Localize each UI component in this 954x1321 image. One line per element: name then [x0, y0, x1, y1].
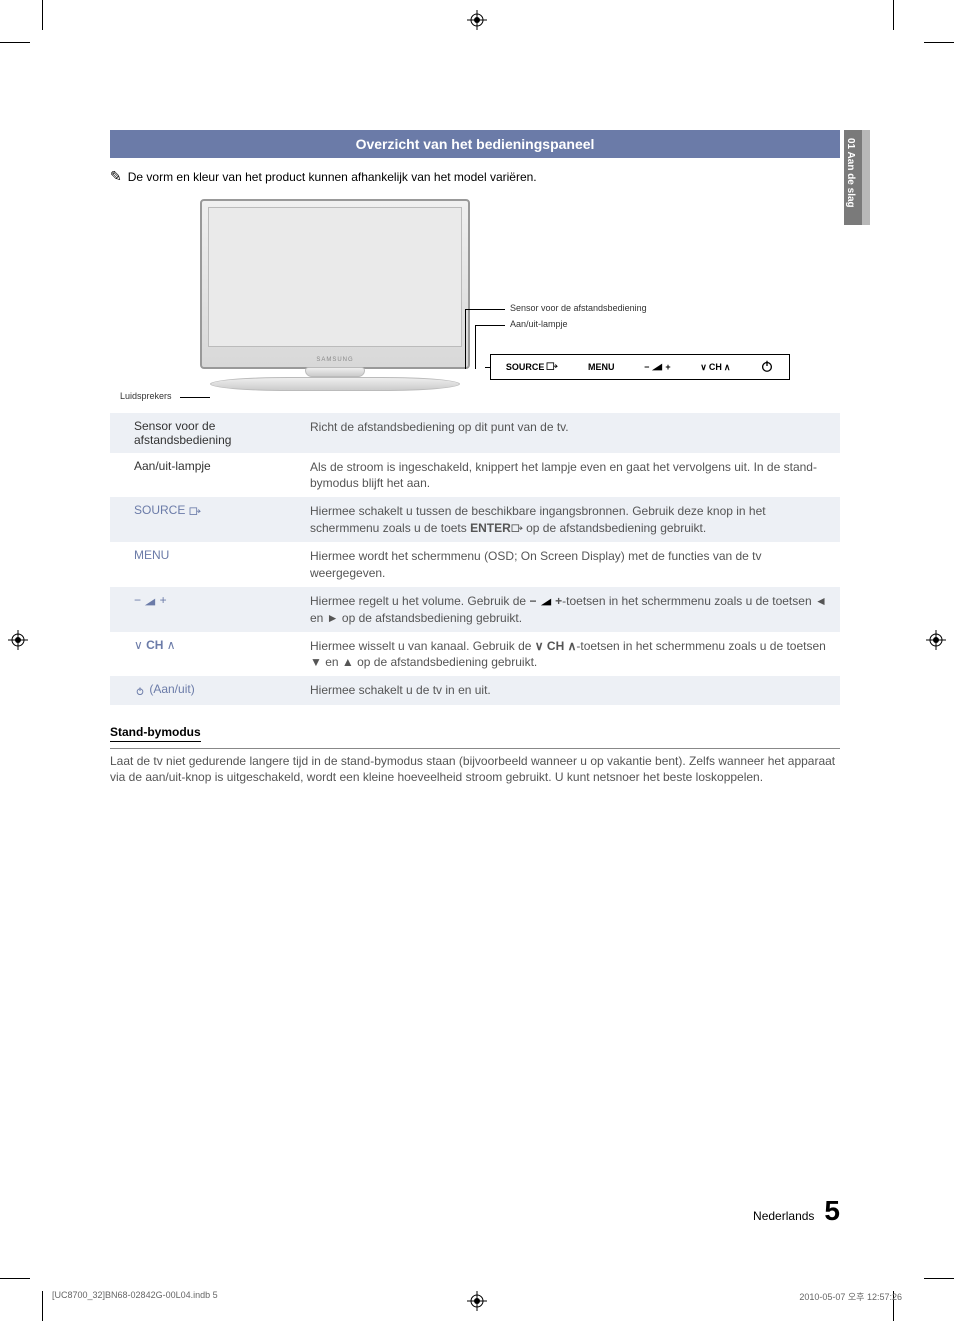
row-desc: Richt de afstandsbediening op dit punt v…: [310, 413, 840, 453]
crop-mark: [0, 1278, 30, 1279]
note-icon: ✎: [110, 168, 122, 185]
row-desc: Hiermee schakelt u tussen de beschikbare…: [310, 497, 840, 542]
panel-menu: MENU: [588, 362, 615, 372]
row-label: Aan/uit-lampje: [110, 453, 310, 497]
row-label: Sensor voor de afstandsbediening: [110, 413, 310, 453]
table-row: − + Hiermee regelt u het volume. Gebruik…: [110, 587, 840, 632]
volume-ramp-icon: [540, 594, 552, 610]
row-desc: Hiermee regelt u het volume. Gebruik de …: [310, 587, 840, 632]
row-label: MENU: [110, 542, 310, 586]
leader-line: [475, 325, 505, 326]
tv-stand: [190, 367, 480, 395]
page-number: 5: [824, 1195, 840, 1227]
section-header-title: Overzicht van het bedieningspaneel: [356, 136, 595, 152]
registration-mark-icon: [926, 630, 946, 650]
crop-mark: [0, 42, 30, 43]
table-row: MENU Hiermee wordt het schermmenu (OSD; …: [110, 542, 840, 586]
page-footer: Nederlands 5: [110, 1195, 840, 1227]
tv-screen: [208, 207, 462, 347]
panel-source: SOURCE: [506, 362, 559, 373]
crop-mark: [893, 0, 894, 30]
row-label: (Aan/uit): [110, 676, 310, 704]
row-label: − +: [110, 587, 310, 632]
diagram-sensor-label: Sensor voor de afstandsbediening: [510, 303, 647, 313]
diagram-speaker-label: Luidsprekers: [120, 391, 172, 401]
panel-volume: − +: [644, 362, 671, 373]
table-row: SOURCE Hiermee schakelt u tussen de besc…: [110, 497, 840, 542]
standby-heading: Stand-bymodus: [110, 725, 201, 742]
volume-ramp-icon: [144, 594, 156, 608]
enter-icon: [546, 362, 558, 373]
standby-text: Laat de tv niet gedurende langere tijd i…: [110, 748, 840, 785]
print-footer: [UC8700_32]BN68-02842G-00L04.indb 5 2010…: [52, 1290, 902, 1303]
power-icon: [134, 683, 146, 697]
table-row: ∨ CH ∧ Hiermee wisselt u van kanaal. Geb…: [110, 632, 840, 676]
note-line: ✎ De vorm en kleur van het product kunne…: [110, 168, 870, 185]
note-text: De vorm en kleur van het product kunnen …: [128, 170, 537, 184]
print-footer-left: [UC8700_32]BN68-02842G-00L04.indb 5: [52, 1290, 218, 1303]
row-desc: Hiermee wisselt u van kanaal. Gebruik de…: [310, 632, 840, 676]
leader-line: [465, 309, 505, 310]
row-desc: Hiermee schakelt u de tv in en uit.: [310, 676, 840, 704]
row-desc: Hiermee wordt het schermmenu (OSD; On Sc…: [310, 542, 840, 586]
tv-brand-label: SAMSUNG: [202, 357, 468, 363]
table-row: Aan/uit-lampje Als de stroom is ingescha…: [110, 453, 840, 497]
tv-diagram: SAMSUNG Luidsprekers Sensor voor de afst…: [110, 199, 840, 409]
leader-line: [475, 325, 476, 369]
table-row: (Aan/uit) Hiermee schakelt u de tv in en…: [110, 676, 840, 704]
panel-channel: ∨ CH ∧: [700, 362, 730, 373]
footer-lang: Nederlands: [753, 1209, 814, 1223]
crop-mark: [924, 42, 954, 43]
leader-line: [180, 397, 210, 398]
registration-mark-icon: [467, 10, 487, 30]
row-desc: Als de stroom is ingeschakeld, knippert …: [310, 453, 840, 497]
registration-mark-icon: [8, 630, 28, 650]
power-icon: [760, 359, 774, 375]
feature-table: Sensor voor de afstandsbediening Richt d…: [110, 413, 840, 705]
crop-mark: [924, 1278, 954, 1279]
enter-icon: [189, 504, 201, 518]
section-tab-label: 01 Aan de slag: [845, 138, 856, 208]
section-header: Overzicht van het bedieningspaneel: [110, 130, 840, 158]
row-label: SOURCE: [110, 497, 310, 542]
table-row: Sensor voor de afstandsbediening Richt d…: [110, 413, 840, 453]
crop-mark: [42, 1291, 43, 1321]
row-label: ∨ CH ∧: [110, 632, 310, 676]
print-footer-right: 2010-05-07 오후 12:57:26: [799, 1290, 902, 1303]
enter-icon: [511, 520, 523, 536]
volume-ramp-icon: [651, 362, 663, 373]
control-panel-strip: SOURCE MENU − + ∨ CH ∧: [490, 354, 790, 380]
diagram-led-label: Aan/uit-lampje: [510, 319, 568, 329]
tv-body: SAMSUNG: [200, 199, 470, 369]
section-tab: 01 Aan de slag: [844, 130, 870, 225]
leader-line: [465, 309, 466, 369]
crop-mark: [42, 0, 43, 30]
